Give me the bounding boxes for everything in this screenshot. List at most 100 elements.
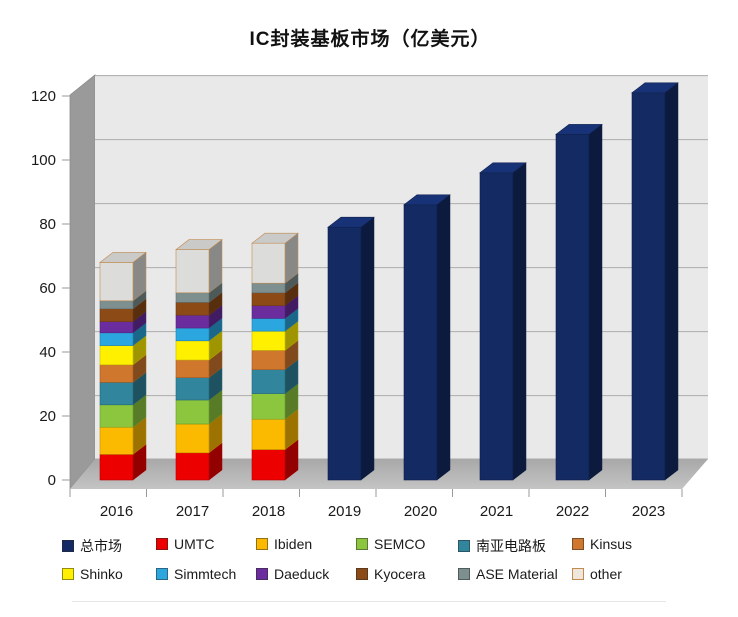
legend-label: Kyocera bbox=[374, 566, 426, 582]
legend-item-总市场: 总市场 bbox=[62, 536, 156, 556]
bar-top-face bbox=[403, 194, 451, 206]
legend-swatch-Shinko bbox=[62, 568, 74, 580]
bar-front-face bbox=[175, 377, 210, 401]
bar-2019 bbox=[327, 216, 375, 481]
bar-front-face bbox=[175, 452, 210, 481]
bar-front-face bbox=[175, 292, 210, 303]
bar-top-face bbox=[631, 82, 679, 94]
bar-front-face bbox=[175, 423, 210, 454]
legend-item-UMTC: UMTC bbox=[156, 536, 256, 552]
bar-front-face bbox=[99, 262, 134, 302]
legend-label: UMTC bbox=[174, 536, 215, 552]
bar-side-face bbox=[588, 123, 603, 481]
y-axis-label: 20 bbox=[39, 408, 56, 425]
bar-front-face bbox=[251, 242, 286, 284]
bar-front-face bbox=[175, 314, 210, 329]
legend-item-南亚电路板: 南亚电路板 bbox=[458, 536, 572, 556]
bar-top-face bbox=[99, 252, 147, 263]
bar-front-face bbox=[251, 330, 286, 351]
legend-swatch-Kinsus bbox=[572, 538, 584, 550]
bar-side-face bbox=[360, 216, 375, 481]
legend-swatch-总市场 bbox=[62, 540, 74, 552]
bar-front-face bbox=[99, 300, 134, 310]
bar-front-face bbox=[99, 426, 134, 455]
bar-side-face bbox=[436, 194, 451, 481]
legend-label: 南亚电路板 bbox=[476, 538, 546, 554]
legend-swatch-Kyocera bbox=[356, 568, 368, 580]
x-axis-label: 2021 bbox=[480, 503, 513, 520]
legend-label: ASE Material bbox=[476, 566, 558, 582]
legend-swatch-UMTC bbox=[156, 538, 168, 550]
bottom-divider bbox=[72, 601, 666, 602]
floor bbox=[70, 459, 708, 489]
bar-2016 bbox=[99, 251, 147, 481]
x-axis-label: 2023 bbox=[632, 503, 665, 520]
legend-item-Simmtech: Simmtech bbox=[156, 566, 256, 582]
x-axis-label: 2022 bbox=[556, 503, 589, 520]
bar-front-face bbox=[251, 449, 286, 481]
y-axis-label: 0 bbox=[48, 472, 56, 489]
y-axis-label: 40 bbox=[39, 344, 56, 361]
side-wall bbox=[69, 74, 96, 491]
legend-item-Shinko: Shinko bbox=[62, 566, 156, 582]
bar-2017 bbox=[175, 239, 223, 481]
legend-item-Kinsus: Kinsus bbox=[572, 536, 642, 552]
bar-side-face bbox=[512, 162, 527, 481]
legend-swatch-Simmtech bbox=[156, 568, 168, 580]
bar-front-face bbox=[403, 204, 438, 481]
legend-label: SEMCO bbox=[374, 536, 426, 552]
bar-front-face bbox=[327, 226, 362, 481]
legend-label: other bbox=[590, 566, 622, 582]
legend-swatch-Ibiden bbox=[256, 538, 268, 550]
legend-label: Shinko bbox=[80, 566, 123, 582]
bar-front-face bbox=[555, 134, 590, 481]
legend-item-Kyocera: Kyocera bbox=[356, 566, 458, 582]
legend: 总市场 UMTC Ibiden SEMCO 南亚电路板 Kinsus Shinko Simmt… bbox=[62, 536, 722, 596]
bar-front-face bbox=[175, 302, 210, 316]
x-axis-label: 2017 bbox=[176, 503, 209, 520]
x-axis-label: 2020 bbox=[404, 503, 437, 520]
legend-label: 总市场 bbox=[80, 538, 122, 554]
bar-2018 bbox=[251, 232, 299, 481]
legend-swatch-Daeduck bbox=[256, 568, 268, 580]
bar-front-face bbox=[175, 249, 210, 294]
bar-front-face bbox=[251, 350, 286, 370]
bar-front-face bbox=[251, 292, 286, 306]
bar-front-face bbox=[251, 282, 286, 294]
legend-swatch-SEMCO bbox=[356, 538, 368, 550]
bar-front-face bbox=[251, 318, 286, 332]
legend-swatch-other bbox=[572, 568, 584, 580]
y-axis-label: 60 bbox=[39, 280, 56, 297]
bar-top-face bbox=[251, 232, 299, 244]
bar-side-face bbox=[664, 82, 679, 481]
bar-front-face bbox=[99, 382, 134, 406]
x-axis-label: 2019 bbox=[328, 503, 361, 520]
bar-front-face bbox=[175, 359, 210, 378]
legend-row: 总市场 UMTC Ibiden SEMCO 南亚电路板 Kinsus bbox=[62, 536, 722, 566]
bar-2020 bbox=[403, 194, 451, 481]
x-axis-label: 2018 bbox=[252, 503, 285, 520]
bar-front-face bbox=[251, 393, 286, 420]
legend-item-SEMCO: SEMCO bbox=[356, 536, 458, 552]
x-axis-label: 2016 bbox=[100, 503, 133, 520]
y-axis-label: 80 bbox=[39, 216, 56, 233]
bar-2022 bbox=[555, 123, 603, 481]
chart-title: IC封装基板市场（亿美元） bbox=[249, 29, 491, 50]
legend-swatch-ASE Material bbox=[458, 568, 470, 580]
bar-front-face bbox=[251, 418, 286, 450]
bar-front-face bbox=[175, 327, 210, 342]
bar-front-face bbox=[251, 305, 286, 319]
bar-top-face bbox=[555, 124, 603, 135]
y-axis-label: 100 bbox=[31, 152, 56, 169]
bar-2023 bbox=[631, 82, 679, 481]
legend-item-Ibiden: Ibiden bbox=[256, 536, 356, 552]
legend-label: Kinsus bbox=[590, 536, 633, 552]
bar-top-face bbox=[175, 239, 223, 250]
bar-front-face bbox=[99, 308, 134, 322]
legend-label: Daeduck bbox=[274, 566, 330, 582]
legend-item-Daeduck: Daeduck bbox=[256, 566, 356, 582]
legend-label: Simmtech bbox=[174, 566, 237, 582]
bar-front-face bbox=[99, 345, 134, 366]
